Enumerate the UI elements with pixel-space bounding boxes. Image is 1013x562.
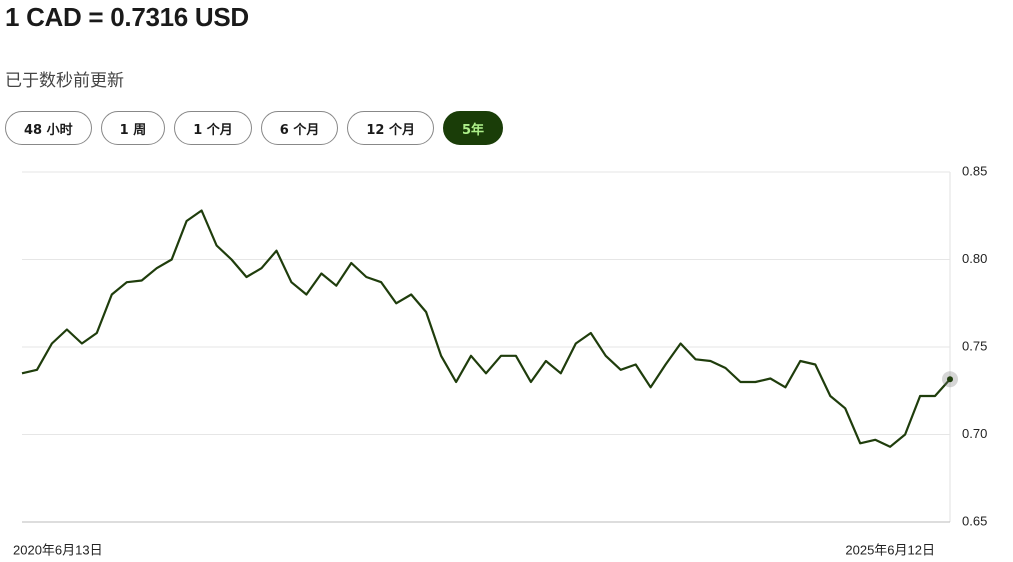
y-tick-label: 0.65 <box>962 513 987 528</box>
range-button[interactable]: 6 个月 <box>260 111 339 145</box>
update-note: 已于数秒前更新 <box>5 71 124 91</box>
range-button[interactable]: 12 个月 <box>347 111 434 145</box>
rate-line <box>21 209 951 448</box>
x-tick-label: 2025年6月12日 <box>845 542 935 557</box>
y-tick-label: 0.75 <box>962 338 987 353</box>
rate-title: 1 CAD = 0.7316 USD <box>5 2 249 32</box>
current-dot <box>947 376 953 383</box>
range-button[interactable]: 1 周 <box>100 111 166 145</box>
y-tick-label: 0.80 <box>962 251 987 266</box>
range-button[interactable]: 5年 <box>442 111 504 145</box>
range-button[interactable]: 48 小时 <box>5 111 92 145</box>
range-button[interactable]: 1 个月 <box>174 111 252 145</box>
y-tick-label: 0.70 <box>962 426 987 441</box>
x-tick-label: 2020年6月13日 <box>13 542 103 557</box>
y-tick-label: 0.85 <box>962 163 987 178</box>
